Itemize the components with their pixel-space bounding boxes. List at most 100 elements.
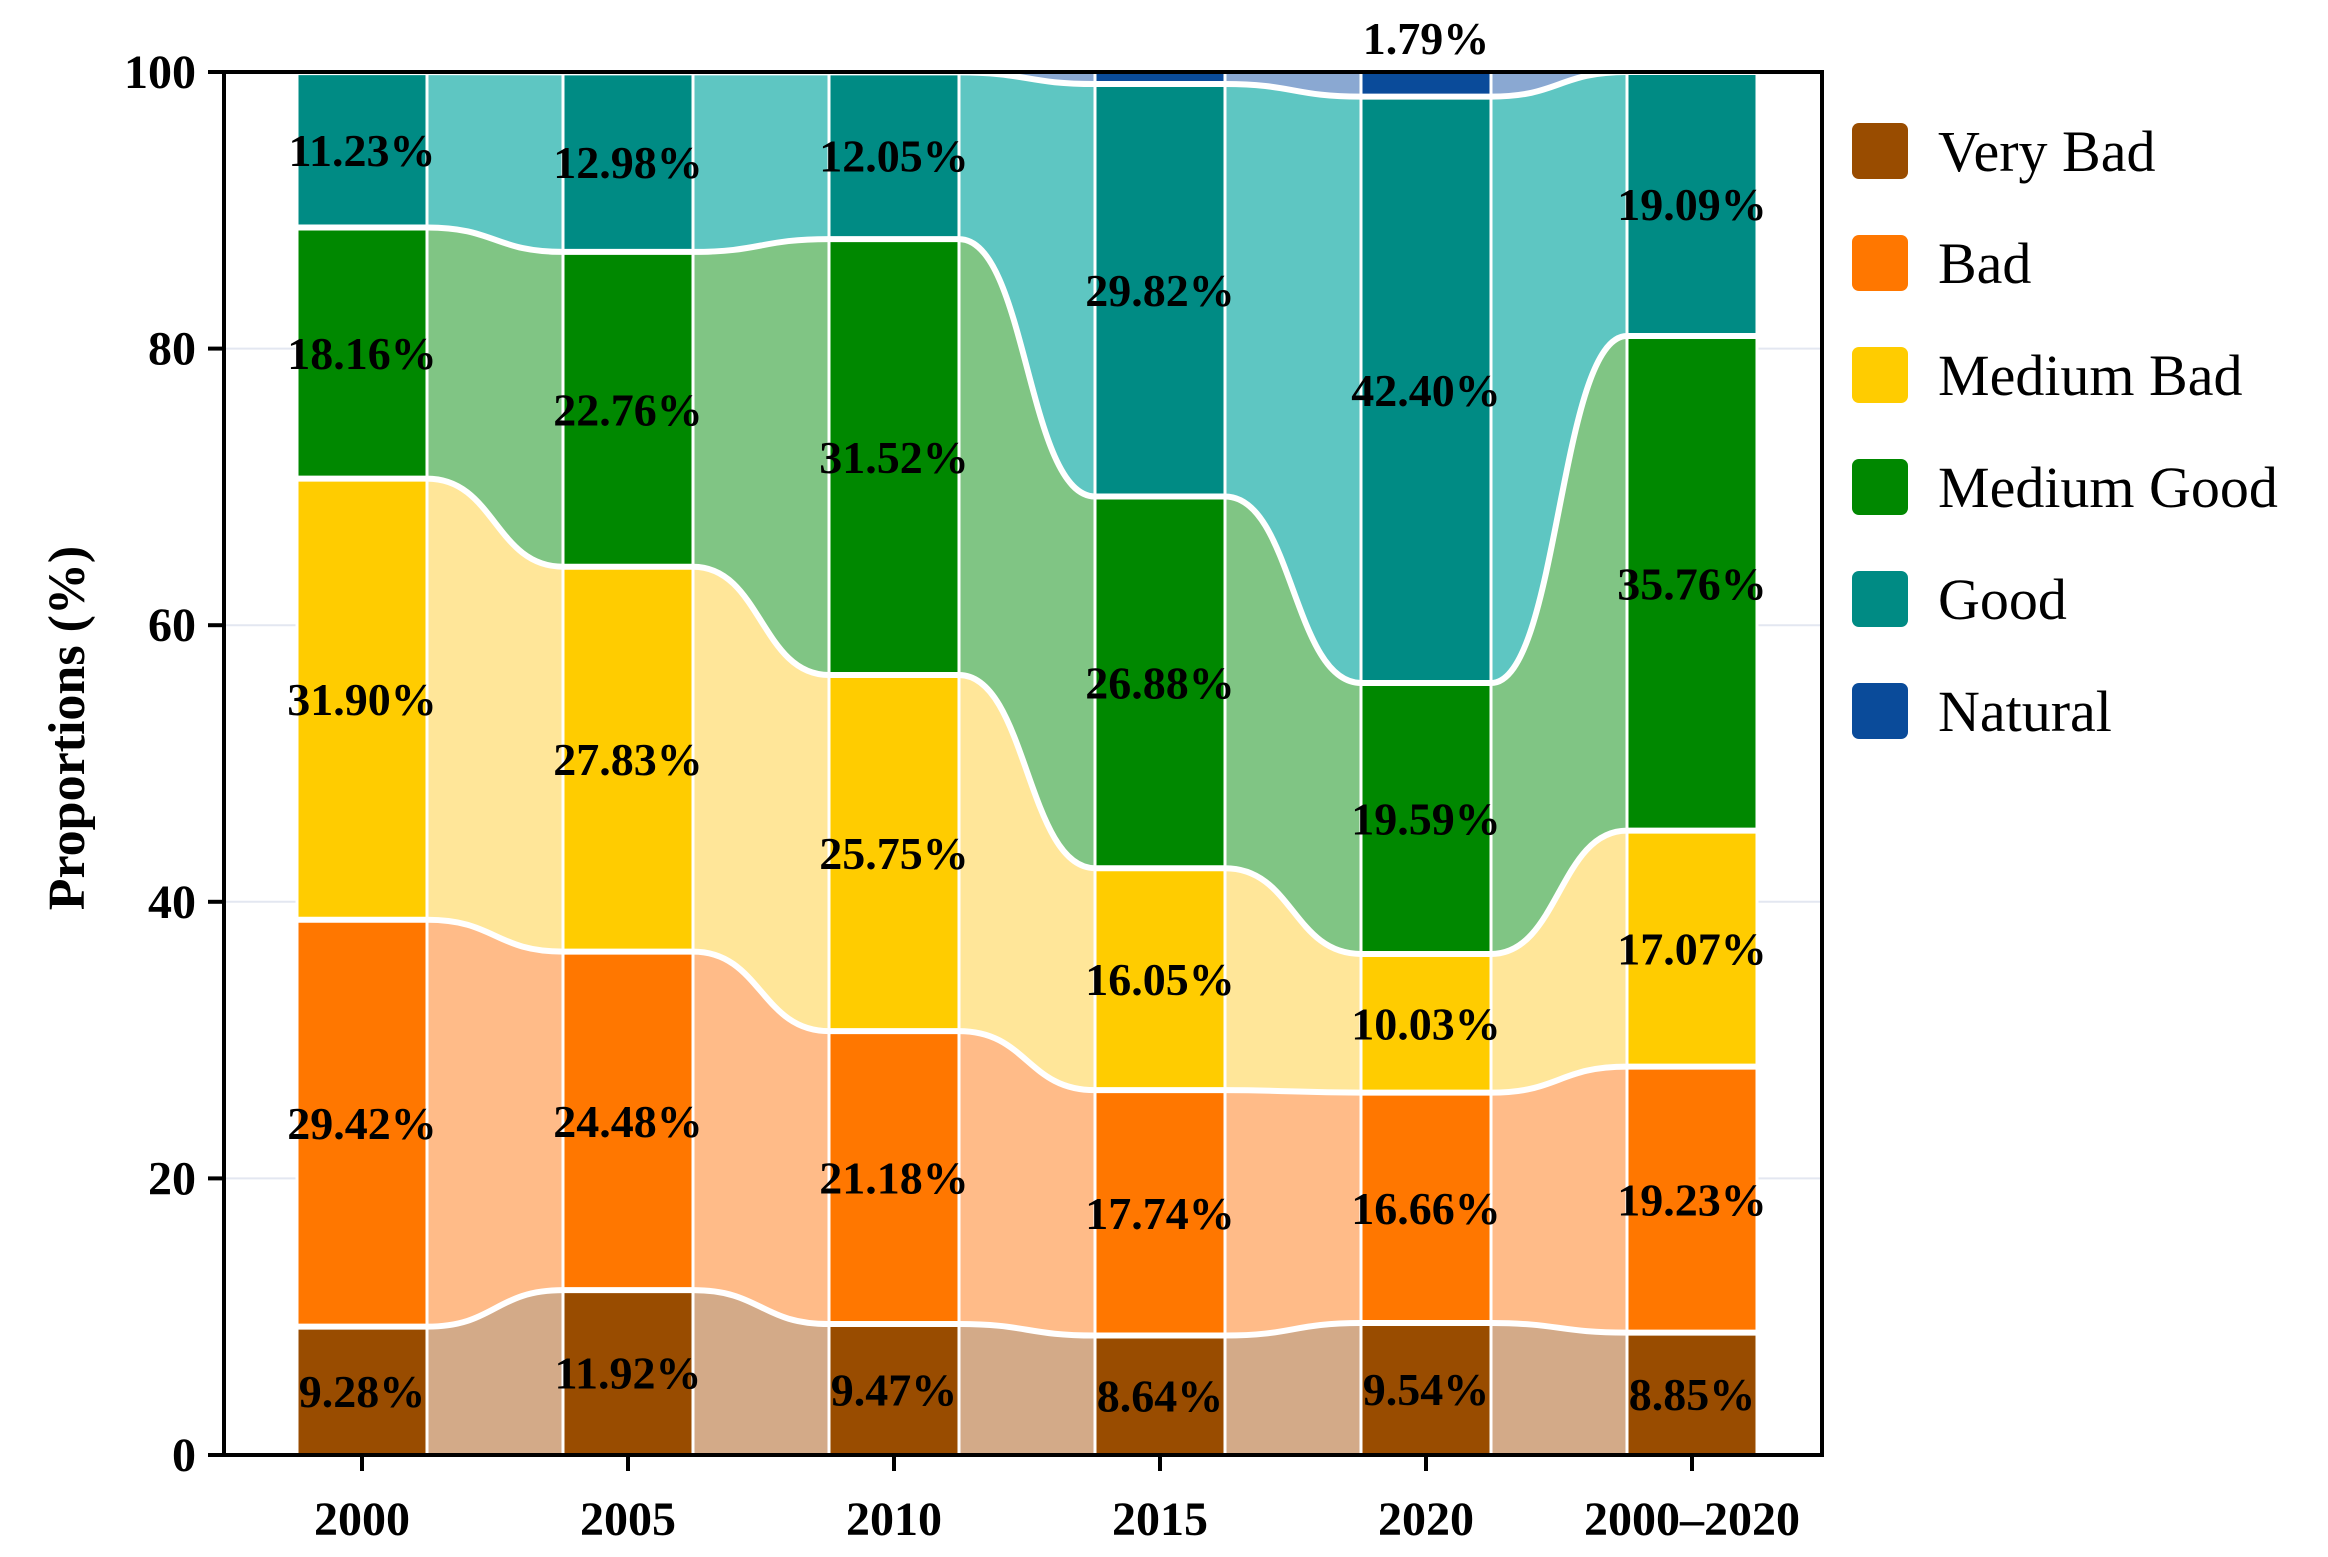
y-tick-label: 20 (148, 1152, 196, 1205)
bar-segment (1627, 336, 1757, 831)
data-label: 31.90% (287, 674, 437, 725)
y-tick-label: 60 (148, 599, 196, 652)
bars (295, 71, 1759, 1455)
data-label: 9.54% (1363, 1364, 1490, 1415)
legend-item: Natural (1852, 655, 2312, 767)
bar-segment (297, 72, 427, 228)
bar-segment (1361, 1323, 1491, 1455)
flow-band (427, 478, 563, 952)
legend-label: Good (1938, 566, 2067, 632)
bar-segment (1095, 72, 1225, 85)
data-label: 29.42% (287, 1098, 437, 1149)
flow-band (1225, 868, 1361, 1093)
data-label: 42.40% (1351, 365, 1501, 416)
flow-band (427, 227, 563, 567)
flow-band (693, 239, 829, 675)
bar-segment (829, 674, 959, 1032)
data-label: 25.75% (819, 828, 969, 879)
data-label: 11.23% (289, 125, 436, 176)
flow-band (1491, 1323, 1627, 1455)
flow-band (1491, 72, 1627, 684)
flow-band (1225, 1323, 1361, 1455)
x-tick-label: 2010 (846, 1493, 942, 1546)
bar-segment (563, 566, 693, 952)
x-tick-label: 2000 (314, 1493, 410, 1546)
data-label: 35.76% (1617, 558, 1767, 609)
legend-item: Very Bad (1852, 95, 2312, 207)
bar-segment (297, 919, 427, 1327)
legend-swatch (1852, 683, 1908, 739)
y-tick-label: 0 (172, 1429, 196, 1482)
bar-segment (297, 1326, 427, 1455)
legend-label: Bad (1938, 230, 2032, 296)
data-label: 21.18% (819, 1153, 969, 1204)
flow-band (427, 72, 563, 252)
legend-item: Bad (1852, 207, 2312, 319)
legend-label: Natural (1938, 678, 2112, 744)
data-label: 19.23% (1617, 1175, 1767, 1226)
bar-segment (563, 951, 693, 1291)
bar-segment (1095, 84, 1225, 497)
legend: Very Bad Bad Medium Bad Medium Good Good Natu… (1852, 95, 2312, 767)
series-boundary (297, 1287, 1757, 1339)
flow-band (959, 72, 1095, 497)
data-label: 16.66% (1351, 1183, 1501, 1234)
bar-segment (297, 478, 427, 920)
bar-segment (1361, 953, 1491, 1093)
series-boundary (297, 475, 1757, 957)
data-label: 1.79% (1363, 13, 1490, 64)
data-label: 27.83% (553, 734, 703, 785)
legend-swatch (1852, 123, 1908, 179)
legend-label: Very Bad (1938, 118, 2156, 184)
bar-segment (1095, 496, 1225, 869)
flow-band (427, 919, 563, 1327)
bar-segment (1627, 72, 1757, 337)
y-tick-label: 100 (124, 46, 196, 99)
data-labels: 9.28% 29.42% 31.90% 18.16% 11.23% 11.92% 24.48… (287, 13, 1767, 1421)
data-label: 31.52% (819, 432, 969, 483)
bar-segment (1095, 868, 1225, 1091)
data-label: 9.28% (299, 1366, 426, 1417)
data-label: 19.09% (1617, 179, 1767, 230)
legend-item: Medium Bad (1852, 319, 2312, 431)
data-label: 8.64% (1097, 1370, 1224, 1421)
legend-swatch (1852, 571, 1908, 627)
series-boundary (297, 916, 1757, 1096)
bar-segment (829, 1324, 959, 1455)
data-label: 17.74% (1085, 1188, 1235, 1239)
series-boundary (297, 224, 1757, 687)
bar-segment (829, 1031, 959, 1325)
data-label: 12.98% (553, 137, 703, 188)
y-tick-label: 80 (148, 323, 196, 376)
bar-segment (1627, 1066, 1757, 1333)
flow-band (1225, 71, 1361, 97)
axes: 0 20 40 60 80 100 2000 2005 2010 2015 2020 2000–202… (124, 46, 1824, 1546)
flow-band (1225, 84, 1361, 684)
bar-segment (297, 227, 427, 479)
flow-band (1491, 336, 1627, 954)
flow-band (1225, 496, 1361, 954)
bar-segment (1361, 71, 1491, 97)
flow-band (693, 566, 829, 1032)
flow-band (959, 239, 1095, 869)
data-label: 24.48% (553, 1096, 703, 1147)
data-label: 11.92% (555, 1348, 702, 1399)
data-label: 29.82% (1085, 265, 1235, 316)
legend-swatch (1852, 459, 1908, 515)
x-tick-label: 2000–2020 (1584, 1493, 1800, 1546)
bar-segment (563, 72, 693, 252)
y-tick-label: 40 (148, 876, 196, 929)
x-tick-label: 2005 (580, 1493, 676, 1546)
data-label: 9.47% (831, 1365, 958, 1416)
data-label: 16.05% (1085, 954, 1235, 1005)
legend-item: Good (1852, 543, 2312, 655)
bar-segment (1361, 96, 1491, 684)
legend-item: Medium Good (1852, 431, 2312, 543)
flow-band (959, 674, 1095, 1091)
plot-frame (222, 70, 1824, 1457)
data-label: 12.05% (819, 131, 969, 182)
x-tick-label: 2015 (1112, 1493, 1208, 1546)
bar-segment (829, 72, 959, 240)
legend-label: Medium Bad (1938, 342, 2243, 408)
data-label: 22.76% (553, 384, 703, 435)
